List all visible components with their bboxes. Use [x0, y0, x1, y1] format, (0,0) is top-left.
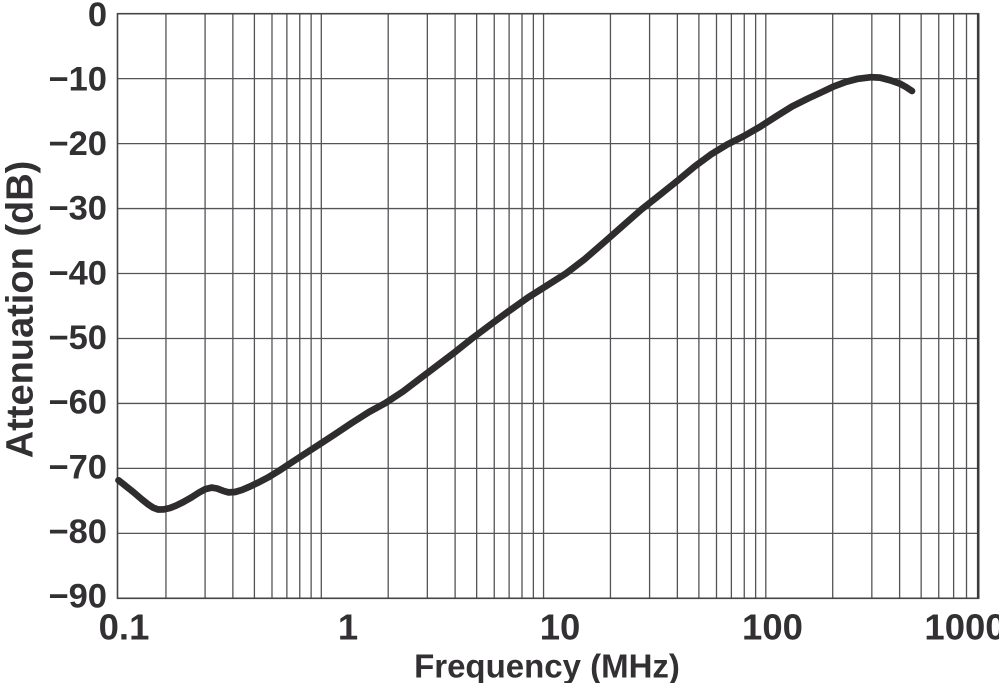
- svg-text:100: 100: [742, 607, 803, 648]
- svg-text:−40: −40: [48, 254, 107, 292]
- svg-text:−70: −70: [48, 448, 107, 486]
- svg-text:Attenuation (dB): Attenuation (dB): [0, 161, 42, 459]
- svg-text:1000: 1000: [924, 607, 999, 648]
- svg-text:10: 10: [540, 607, 581, 648]
- svg-text:−90: −90: [48, 578, 107, 616]
- svg-text:−50: −50: [48, 319, 107, 357]
- svg-text:−60: −60: [48, 384, 107, 422]
- svg-text:0.1: 0.1: [99, 607, 150, 648]
- svg-text:−30: −30: [48, 190, 107, 228]
- svg-text:−80: −80: [48, 513, 107, 551]
- svg-text:−10: −10: [48, 60, 107, 98]
- svg-text:1: 1: [338, 607, 358, 648]
- svg-text:0: 0: [88, 0, 107, 34]
- svg-text:−20: −20: [48, 125, 107, 163]
- svg-text:Frequency (MHz): Frequency (MHz): [414, 648, 680, 683]
